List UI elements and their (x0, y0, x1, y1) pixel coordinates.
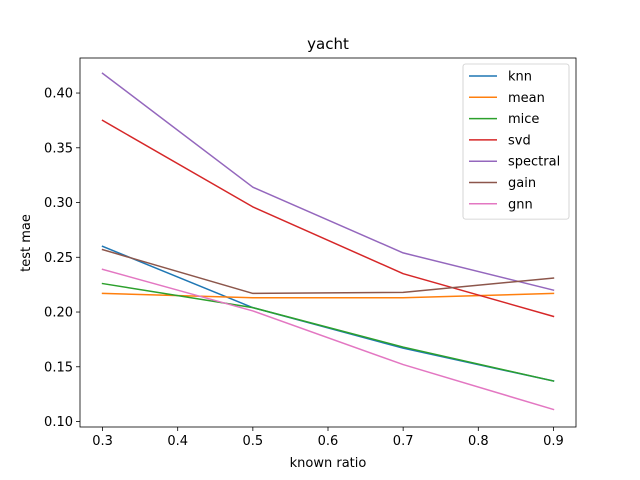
y-tick-label: 0.20 (44, 306, 73, 321)
x-tick-label: 0.5 (243, 434, 264, 449)
series-line-gain (101, 248, 555, 295)
legend-label-svd: svd (508, 133, 531, 148)
legend-label-gnn: gnn (508, 197, 533, 212)
legend-label-knn: knn (508, 70, 532, 85)
legend-label-spectral: spectral (508, 155, 560, 170)
legend-label-mice: mice (508, 112, 539, 127)
plot-area: 0.3 0.4 0.5 0.6 0.7 0.8 0.9 0.10 0.15 0.20 0.25 0.3… (44, 57, 577, 449)
x-tick-label: 0.6 (318, 434, 339, 449)
y-tick-label: 0.40 (44, 87, 73, 102)
series-line-mice (101, 282, 555, 382)
x-tick-label: 0.8 (468, 434, 489, 449)
y-tick-label: 0.10 (44, 415, 73, 430)
legend-box (462, 63, 570, 220)
series-line-spectral (101, 72, 555, 292)
x-tick-label: 0.4 (167, 434, 188, 449)
y-axis-title: test mae (19, 214, 34, 272)
series-line-gnn (101, 268, 555, 411)
x-tick-label: 0.3 (92, 434, 113, 449)
x-tick-label: 0.7 (393, 434, 414, 449)
series-line-svd (101, 119, 555, 318)
x-tick-label: 0.9 (543, 434, 564, 449)
legend: knn mean mice svd spectral gain gnn (462, 63, 570, 220)
chart-title: yacht (307, 35, 349, 53)
y-tick-label: 0.30 (44, 196, 73, 211)
y-tick-label: 0.35 (44, 141, 73, 156)
legend-label-gain: gain (508, 176, 536, 191)
y-tick-label: 0.15 (44, 360, 73, 375)
x-axis-title: known ratio (290, 456, 367, 471)
y-tick-label: 0.25 (44, 251, 73, 266)
legend-label-mean: mean (508, 91, 545, 106)
